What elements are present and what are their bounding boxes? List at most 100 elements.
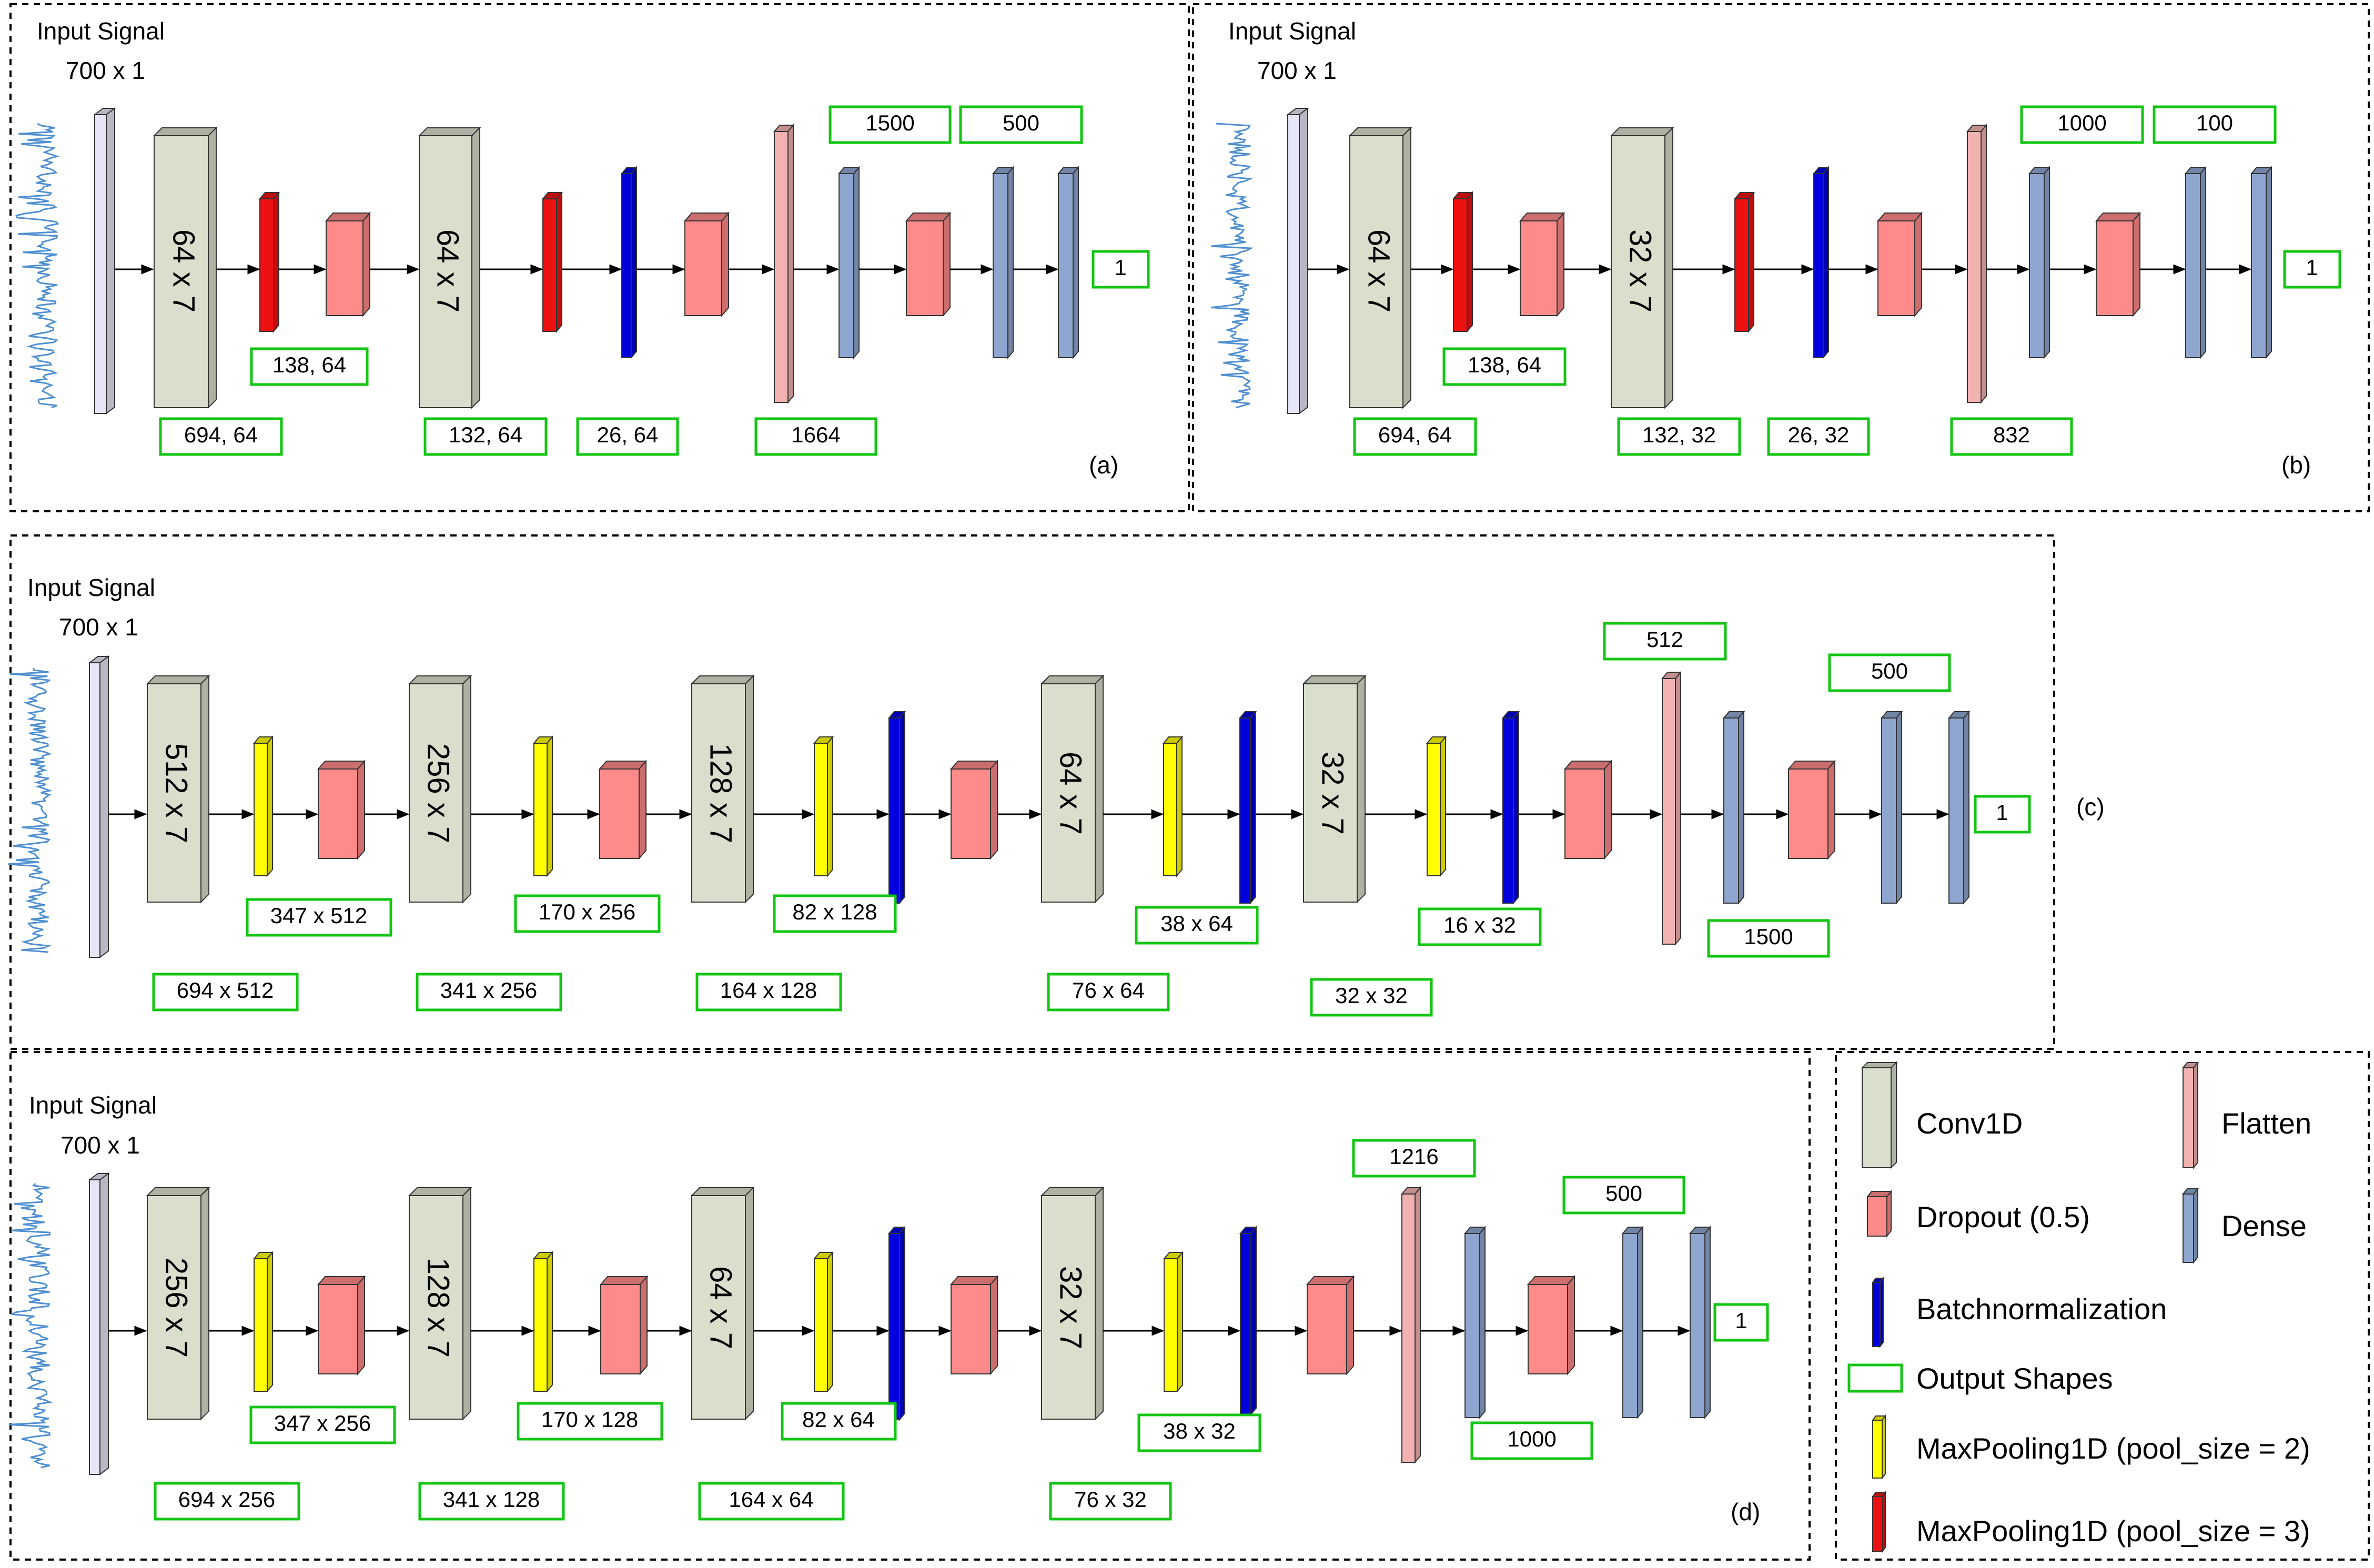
legend-label: Output Shapes — [1916, 1362, 2113, 1395]
maxpool3-layer — [258, 191, 280, 333]
conv1d-layer: 128 x 7 — [690, 674, 755, 904]
output-shape-box: 1000 — [1470, 1421, 1593, 1460]
dense-layer — [1057, 166, 1080, 359]
output-shape-label: 170 x 256 — [539, 899, 636, 924]
output-shape-label: 132, 64 — [449, 422, 522, 447]
output-shape-box: 1664 — [754, 417, 877, 456]
dropout-layer — [598, 760, 648, 860]
output-shape-box: 694 x 512 — [152, 973, 299, 1011]
dense-layer — [2250, 166, 2273, 359]
batchnorm-layer — [1812, 166, 1830, 359]
output-shape-label: 100 — [2196, 110, 2233, 135]
flatten-layer — [1400, 1186, 1422, 1464]
dense-layer — [1722, 710, 1745, 905]
output-shape-box: 341 x 256 — [416, 973, 562, 1011]
dense-layer — [1689, 1226, 1712, 1419]
maxpool3-layer — [1452, 191, 1474, 333]
legend-label: MaxPooling1D (pool_size = 2) — [1916, 1432, 2310, 1465]
conv1d-layer: 512 x 7 — [146, 674, 210, 904]
dropout-layer — [1563, 760, 1613, 860]
output-shape-label: 26, 32 — [1788, 422, 1850, 447]
maxpool2-layer — [1162, 735, 1184, 877]
maxpool3-layer — [1733, 191, 1755, 333]
output-shape-label: 82 x 64 — [802, 1407, 875, 1432]
input-shape: 700 x 1 — [59, 613, 138, 641]
output-shape-label: 512 — [1646, 627, 1683, 652]
conv1d-label: 512 x 7 — [159, 743, 194, 843]
conv1d-layer: 256 x 7 — [408, 674, 472, 904]
output-shape-label: 82 x 128 — [792, 899, 877, 924]
output-shape-box: 16 x 32 — [1418, 907, 1542, 946]
dropout-layer — [1787, 760, 1836, 860]
output-shape-label: 138, 64 — [1468, 352, 1541, 377]
maxpool2-layer — [252, 1251, 274, 1393]
legend-item-batchnorm: Batchnormalization — [1872, 1277, 2167, 1348]
output-shape-box: 26, 32 — [1767, 417, 1870, 456]
output-shape-box: 38 x 64 — [1135, 906, 1259, 945]
conv1d-layer: 64 x 7 — [153, 126, 218, 409]
batchnorm-layer — [1239, 1226, 1258, 1416]
output-shape-box: 82 x 128 — [773, 894, 897, 933]
legend-frame — [1835, 1051, 2370, 1561]
conv1d-label: 128 x 7 — [421, 1258, 456, 1358]
dense-layer — [2028, 166, 2051, 359]
dropout-layer — [1519, 211, 1565, 317]
input-shape: 700 x 1 — [1257, 57, 1337, 84]
conv1d-label: 64 x 7 — [431, 229, 465, 312]
input-layer — [88, 655, 110, 958]
signal-waveform — [15, 123, 60, 409]
output-shape-label: 164 x 64 — [729, 1487, 813, 1512]
output-shape-box: 164 x 64 — [698, 1482, 845, 1521]
legend-label: Flatten — [2221, 1107, 2311, 1140]
legend-item-conv1d: Conv1D — [1861, 1061, 2023, 1169]
output-shape-label: 1 — [2306, 255, 2318, 280]
panel-d-frame — [9, 1051, 1811, 1561]
output-shape-label: 341 x 128 — [443, 1487, 540, 1512]
conv1d-label: 32 x 7 — [1054, 1266, 1088, 1349]
output-shape-box: 132, 64 — [423, 417, 548, 456]
input-layer — [93, 107, 116, 414]
output-shape-box: 500 — [1562, 1176, 1685, 1215]
output-shape-label: 76 x 64 — [1072, 978, 1145, 1003]
flatten-layer — [1661, 671, 1682, 946]
maxpool3-layer — [541, 191, 563, 333]
batchnorm-layer — [887, 1226, 906, 1421]
output-shape-box: 138, 64 — [250, 347, 369, 386]
input-signal-icon — [15, 123, 60, 409]
panel-tag: (d) — [1731, 1498, 1760, 1525]
panel-b: Input Signal 700 x 1 (b) 64 x 7 32 x 7 6… — [1211, 17, 2341, 479]
output-shape-label: 138, 64 — [272, 352, 346, 377]
output-shape-box: 341 x 128 — [418, 1482, 565, 1521]
output-shape-label: 1216 — [1389, 1144, 1438, 1169]
maxpool2-layer — [532, 1251, 554, 1393]
legend-item-flatten: Flatten — [2181, 1061, 2311, 1169]
conv1d-label: 128 x 7 — [704, 743, 738, 843]
conv1d-layer: 32 x 7 — [1610, 126, 1674, 409]
panel-d: Input Signal 700 x 1 (d) 256 x 7 128 x 7… — [8, 1091, 1769, 1525]
legend-item-dropout: Dropout (0.5) — [1866, 1190, 2090, 1238]
output-shape-box: 1500 — [829, 105, 952, 144]
output-shape-label: 32 x 32 — [1335, 983, 1408, 1008]
output-shape-label: 694 x 512 — [177, 978, 274, 1003]
dense-layer — [1880, 710, 1903, 905]
output-shape-label: 500 — [1605, 1181, 1642, 1206]
conv1d-layer: 64 x 7 — [418, 126, 481, 409]
signal-waveform — [8, 667, 53, 953]
output-shape-label: 341 x 256 — [440, 978, 538, 1003]
dropout-layer — [949, 1275, 999, 1375]
output-shape-label: 16 x 32 — [1443, 913, 1516, 937]
batchnorm-layer — [1501, 710, 1520, 905]
input-title: Input Signal — [27, 574, 155, 601]
maxpool2-layer — [532, 735, 554, 877]
input-layer — [1286, 107, 1309, 414]
input-signal-icon — [8, 667, 53, 953]
output-shape-label: 694 x 256 — [178, 1487, 276, 1512]
legend-label: MaxPooling1D (pool_size = 3) — [1916, 1514, 2310, 1547]
output-shape-box: 1216 — [1352, 1139, 1476, 1178]
output-shape-box: 347 x 256 — [249, 1405, 396, 1444]
output-shape-box: 832 — [1950, 417, 2073, 456]
output-shape-box: 1000 — [2020, 105, 2144, 144]
signal-waveform — [1211, 123, 1254, 409]
conv1d-layer: 64 x 7 — [1348, 126, 1412, 409]
output-shape-label: 347 x 256 — [274, 1411, 371, 1435]
